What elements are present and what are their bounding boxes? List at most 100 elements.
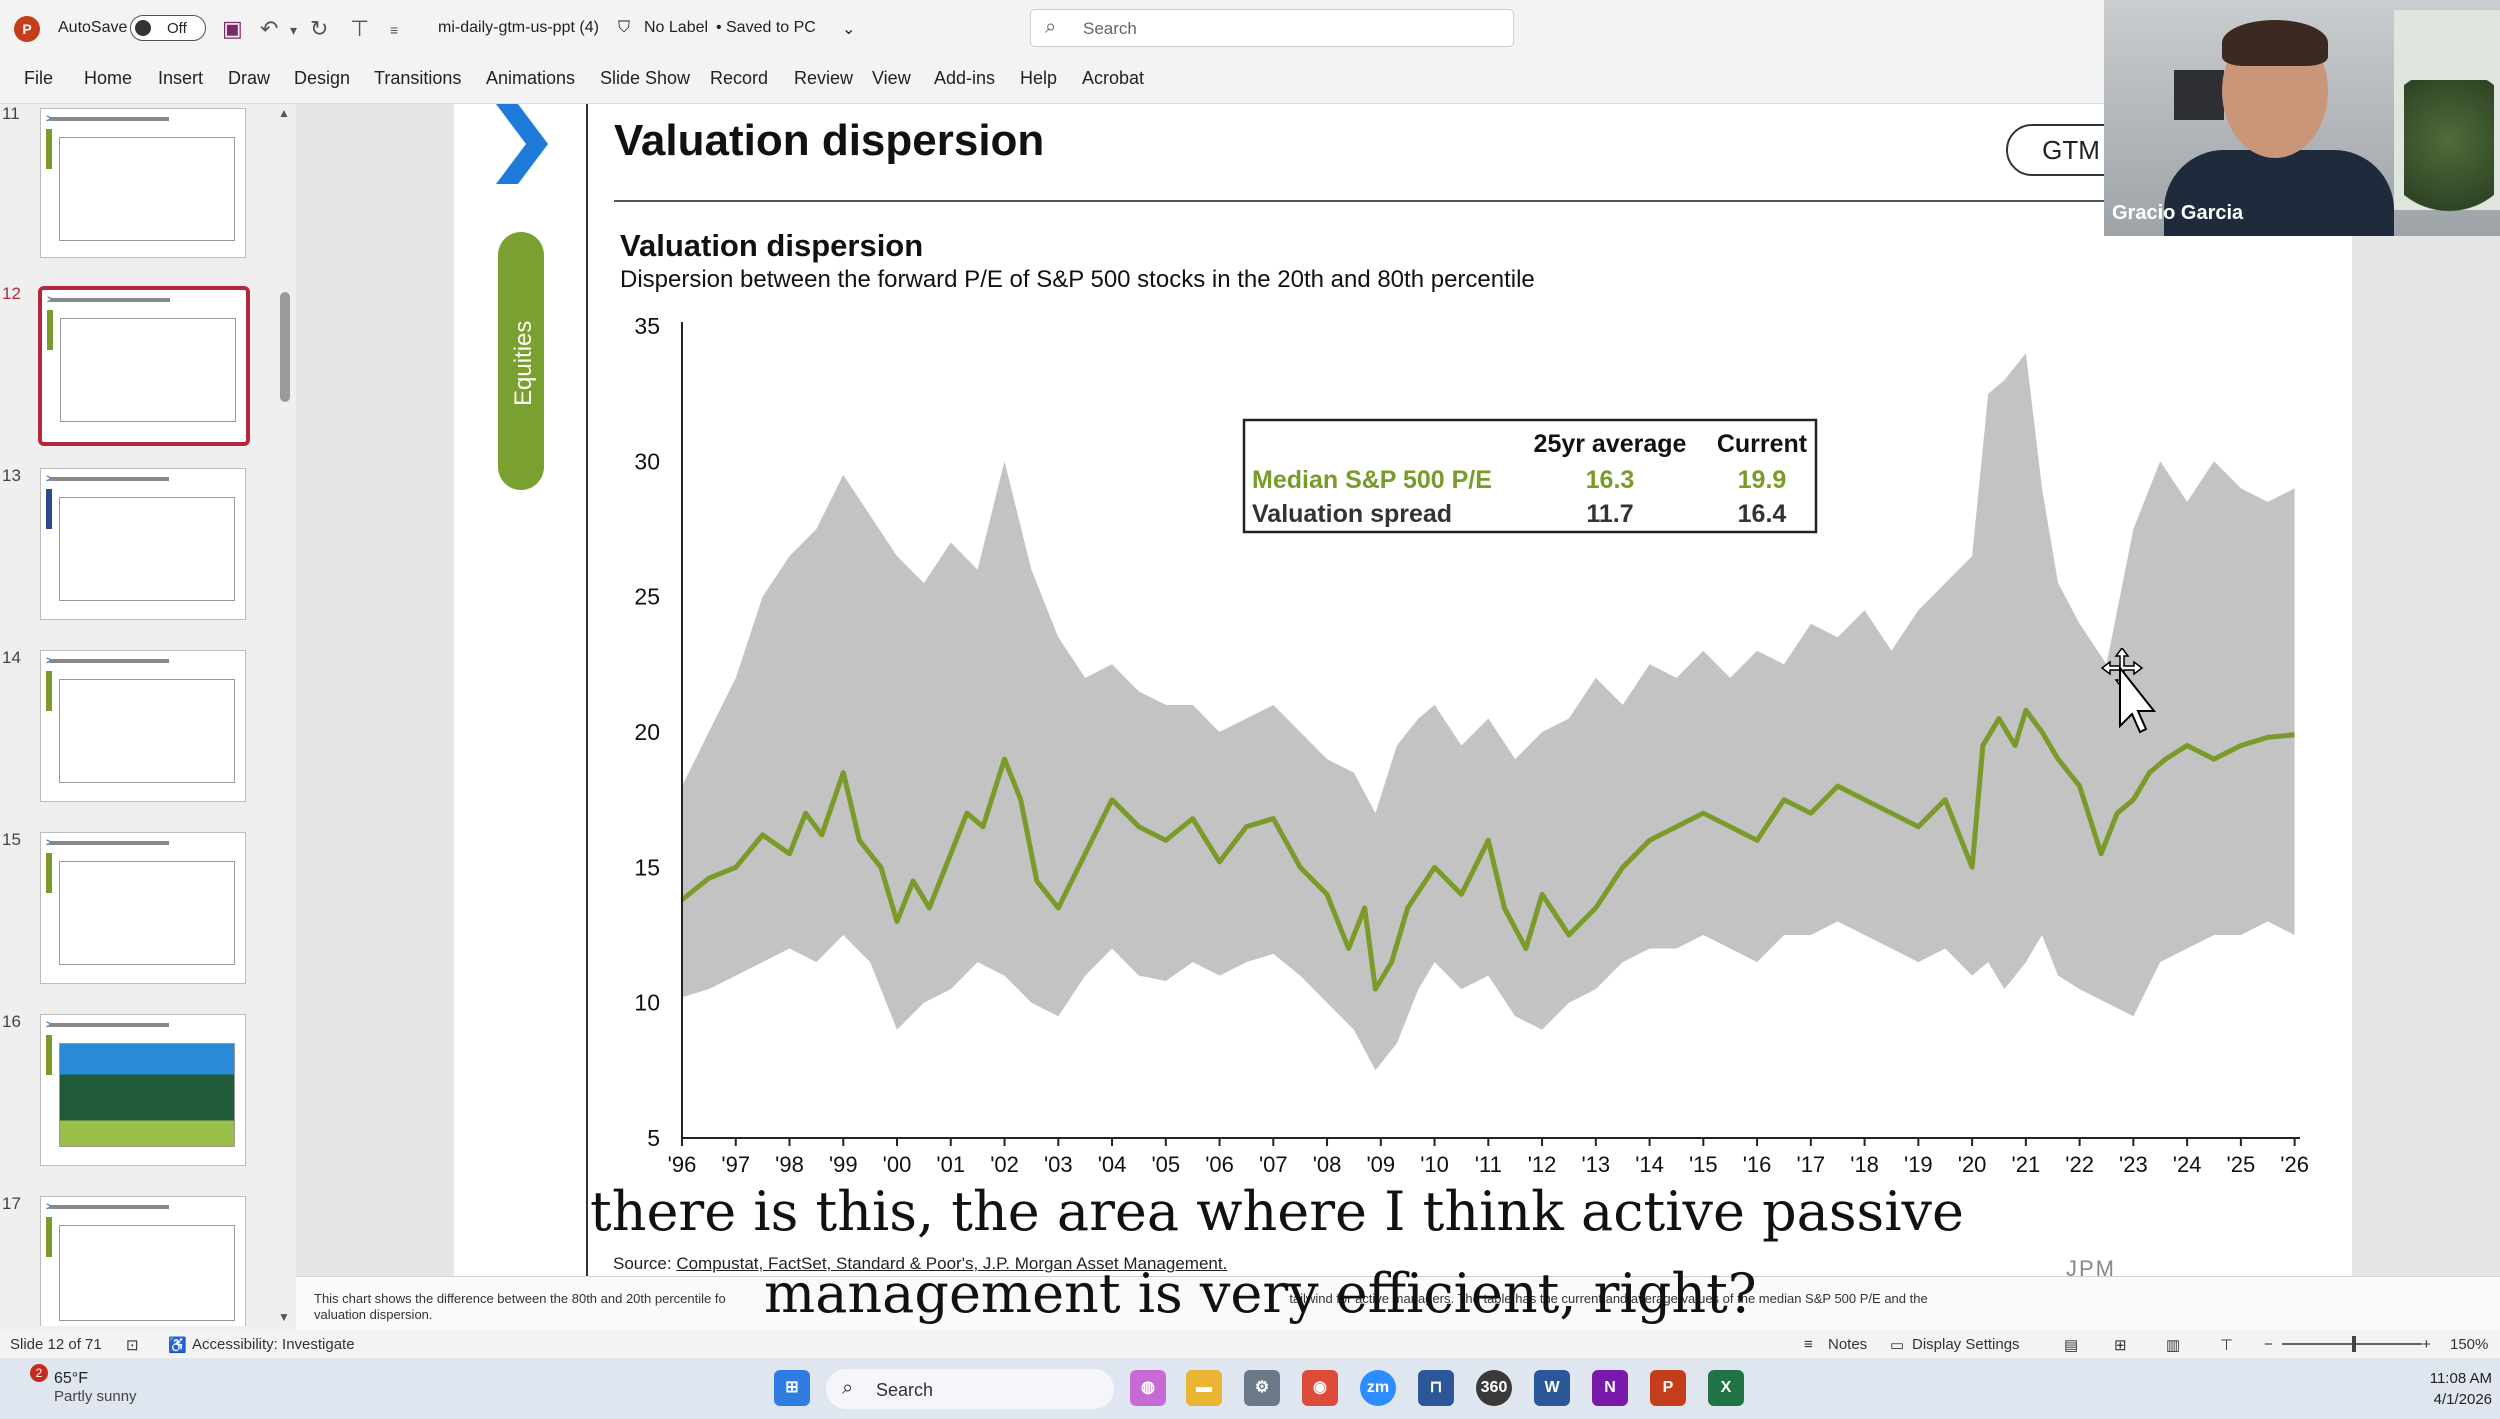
tab-home[interactable]: Home	[84, 68, 133, 88]
customize-toolbar-icon[interactable]: ≡	[390, 22, 399, 38]
slide-thumbnail-12[interactable]: >	[38, 286, 250, 446]
start-button[interactable]: ⊞	[774, 1370, 810, 1406]
table-current-value: 19.9	[1738, 466, 1787, 494]
x-tick-label: '96	[668, 1152, 697, 1177]
scrollbar-thumb[interactable]	[280, 292, 290, 402]
weather-condition: Partly sunny	[54, 1388, 137, 1405]
presenter-hair	[2222, 20, 2328, 66]
tab-design[interactable]: Design	[294, 68, 351, 88]
thumb-content	[59, 497, 235, 601]
save-icon[interactable]: ▣	[222, 16, 243, 41]
tab-add-ins[interactable]: Add-ins	[934, 68, 996, 88]
move-cursor-icon	[2100, 648, 2157, 734]
zoom-app-icon[interactable]: zm	[1360, 1370, 1396, 1406]
normal-view-icon[interactable]: ▤	[2064, 1337, 2079, 1354]
x-tick-label: '09	[1366, 1152, 1395, 1177]
zoom-level[interactable]: 150%	[2450, 1336, 2489, 1353]
slide-thumbnail-16[interactable]: >	[40, 1014, 246, 1166]
thumb-title-line	[49, 477, 169, 481]
zoom-in-icon[interactable]: +	[2422, 1336, 2431, 1353]
tab-view[interactable]: View	[872, 68, 911, 88]
slide-canvas[interactable]: Equities Valuation dispersion GTM Valuat…	[454, 104, 2352, 1281]
undo-icon[interactable]: ↶	[260, 16, 279, 41]
x-tick-label: '02	[990, 1152, 1019, 1177]
tab-review[interactable]: Review	[794, 68, 854, 88]
speaker-notes[interactable]: This chart shows the difference between …	[296, 1276, 2500, 1330]
slideshow-view-icon[interactable]: ⊤	[2220, 1337, 2234, 1354]
tab-transitions[interactable]: Transitions	[374, 68, 462, 88]
present-icon[interactable]: ⊤	[350, 16, 370, 41]
slide-sorter-icon[interactable]: ⊞	[2114, 1337, 2127, 1354]
tab-insert[interactable]: Insert	[158, 68, 204, 88]
autosave-toggle[interactable]: Off	[130, 15, 206, 41]
redo-icon[interactable]: ↻	[310, 16, 329, 41]
display-settings-button[interactable]: Display Settings	[1912, 1336, 2020, 1353]
save-status[interactable]: Saved to PC	[726, 19, 816, 36]
windows-taskbar: 2 65°F Partly sunny ⊞ ⌕ Search ◍ ▬ ⚙ ◉ z…	[0, 1358, 2500, 1419]
x-tick-label: '06	[1205, 1152, 1234, 1177]
thumbnail-number: 16	[2, 1012, 21, 1031]
x-tick-label: '22	[2065, 1152, 2094, 1177]
thumbnail-number: 12	[2, 284, 21, 303]
accessibility-status[interactable]: Accessibility: Investigate	[192, 1336, 355, 1353]
undo-dropdown-icon[interactable]: ▾	[290, 22, 298, 38]
webcam-video[interactable]: Gracio Garcia	[2104, 0, 2500, 236]
settings-icon[interactable]: ⚙	[1244, 1370, 1280, 1406]
x-tick-label: '12	[1528, 1152, 1557, 1177]
reading-view-icon[interactable]: ▥	[2166, 1337, 2181, 1354]
scroll-up-icon[interactable]: ▲	[278, 106, 290, 120]
slide-thumbnail-17[interactable]: >	[40, 1196, 246, 1326]
x-tick-label: '97	[721, 1152, 750, 1177]
chrome-icon[interactable]: ◉	[1302, 1370, 1338, 1406]
accessibility-icon: ♿	[168, 1337, 187, 1354]
thumb-section-bar	[46, 671, 52, 711]
360-app-icon[interactable]: 360	[1476, 1370, 1512, 1406]
chevron-down-icon[interactable]: ⌄	[842, 21, 856, 38]
excel-icon[interactable]: X	[1708, 1370, 1744, 1406]
y-tick-label: 30	[634, 448, 660, 474]
copilot-icon[interactable]: ◍	[1130, 1370, 1166, 1406]
document-title[interactable]: mi-daily-gtm-us-ppt (4)	[438, 19, 599, 36]
table-row-label: Median S&P 500 P/E	[1252, 466, 1492, 494]
y-tick-label: 10	[634, 990, 660, 1016]
system-clock[interactable]: 11:08 AM 4/1/2026	[2430, 1368, 2492, 1410]
scroll-down-icon[interactable]: ▼	[278, 1310, 290, 1324]
tab-file[interactable]: File	[24, 68, 54, 88]
notes-button[interactable]: Notes	[1828, 1336, 1868, 1353]
thumb-content	[59, 679, 235, 783]
thumb-content	[60, 318, 236, 422]
tab-draw[interactable]: Draw	[228, 68, 271, 88]
zoom-out-icon[interactable]: −	[2264, 1336, 2273, 1353]
slide-thumbnail-13[interactable]: >	[40, 468, 246, 620]
spellcheck-icon[interactable]: ⊡	[126, 1337, 139, 1354]
slide-thumbnail-pane: 11 > 12 > 13 > 14 > 15 > 16 > 17 >	[0, 104, 296, 1330]
taskbar-search[interactable]: ⌕ Search	[826, 1369, 1114, 1409]
thumb-title-line	[49, 659, 169, 663]
slide-thumbnail-11[interactable]: >	[40, 108, 246, 258]
file-explorer-icon[interactable]: ▬	[1186, 1370, 1222, 1406]
separator-dot: •	[716, 19, 722, 36]
ribbon-tabs: File Home Insert Draw Design Transitions…	[0, 58, 2500, 104]
chart-title: Valuation dispersion	[620, 228, 924, 263]
thumb-title-line	[49, 1023, 169, 1027]
sensitivity-label[interactable]: No Label	[644, 19, 709, 36]
slide-thumbnail-14[interactable]: >	[40, 650, 246, 802]
display-icon: ▭	[1890, 1337, 1905, 1354]
x-tick-label: '20	[1958, 1152, 1987, 1177]
slide-counter: Slide 12 of 71	[10, 1336, 102, 1353]
y-tick-label: 15	[634, 854, 660, 880]
word-icon[interactable]: W	[1534, 1370, 1570, 1406]
slide-thumbnail-15[interactable]: >	[40, 832, 246, 984]
powerpoint-icon[interactable]: P	[1650, 1370, 1686, 1406]
tab-slide-show[interactable]: Slide Show	[600, 68, 691, 88]
onenote-icon[interactable]: N	[1592, 1370, 1628, 1406]
tab-help[interactable]: Help	[1020, 68, 1058, 88]
tab-acrobat[interactable]: Acrobat	[1082, 68, 1145, 88]
app-icon[interactable]: ⊓	[1418, 1370, 1454, 1406]
tab-record[interactable]: Record	[710, 68, 769, 88]
tab-animations[interactable]: Animations	[486, 68, 576, 88]
search-input[interactable]: ⌕ Search	[1030, 9, 1514, 47]
thumbnail-scrollbar[interactable]: ▲ ▼	[278, 104, 290, 1330]
x-tick-label: '19	[1904, 1152, 1933, 1177]
zoom-slider-thumb[interactable]	[2352, 1336, 2356, 1352]
